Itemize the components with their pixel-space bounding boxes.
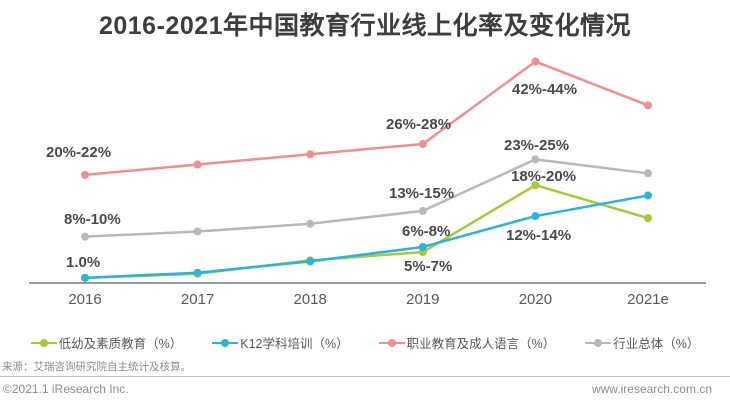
- data-point-industry-overall-2017: [193, 227, 202, 236]
- data-point-industry-overall-2018: [306, 219, 315, 228]
- data-point-k12-subject-training-2020: [531, 212, 540, 221]
- data-point-vocational-adult-language-2021e: [644, 101, 652, 110]
- data-point-label: 1.0%: [66, 254, 101, 271]
- data-point-industry-overall-2019: [418, 206, 427, 215]
- legend-marker-icon: [378, 338, 405, 347]
- legend-item-k12-subject-training: K12学科培训（%）: [212, 333, 349, 352]
- data-point-industry-overall-2020: [531, 155, 540, 164]
- copyright-text: ©2021.1 iResearch Inc.: [3, 382, 129, 396]
- footer-divider: [0, 376, 730, 377]
- data-point-label: 18%-20%: [511, 168, 577, 185]
- data-point-preschool-quality-education-2020: [531, 181, 540, 190]
- data-point-label: 12%-14%: [506, 227, 572, 244]
- legend-item-vocational-adult-language: 职业教育及成人语言（%）: [378, 333, 556, 352]
- x-axis-tick-label: 2020: [518, 291, 553, 308]
- chart-legend: 低幼及素质教育（%） K12学科培训（%） 职业教育及成人语言（%） 行业总体（%）: [0, 333, 730, 352]
- data-point-vocational-adult-language-2019: [418, 139, 427, 148]
- data-point-vocational-adult-language-2017: [193, 160, 202, 169]
- data-point-vocational-adult-language-2018: [306, 150, 315, 159]
- data-point-label: 26%-28%: [386, 116, 452, 133]
- series-line-k12-subject-training: [84, 194, 649, 280]
- series-line-industry-overall: [84, 158, 649, 238]
- data-point-label: 5%-7%: [404, 258, 453, 275]
- footer-bar: ©2021.1 iResearch Inc. www.iresearch.com…: [3, 382, 712, 396]
- x-axis-tick-label: 2016: [68, 291, 102, 308]
- x-axis-tick-label: 2019: [406, 291, 440, 308]
- website-url: www.iresearch.com.cn: [591, 382, 712, 396]
- legend-label: 职业教育及成人语言（%）: [406, 337, 556, 351]
- legend-marker-icon: [585, 338, 612, 347]
- legend-item-industry-overall: 行业总体（%）: [585, 333, 699, 352]
- series-line-vocational-adult-language: [84, 60, 649, 177]
- data-point-k12-subject-training-2018: [306, 257, 315, 266]
- data-point-k12-subject-training-2019: [418, 242, 427, 251]
- data-point-label: 13%-15%: [389, 185, 455, 202]
- data-point-label: 42%-44%: [512, 81, 578, 98]
- legend-item-preschool-quality-education: 低幼及素质教育（%）: [30, 333, 183, 352]
- source-note: 来源：艾瑞咨询研究院自主统计及核算。: [2, 361, 191, 373]
- data-point-vocational-adult-language-2020: [531, 57, 540, 66]
- x-axis-tick-label: 2018: [293, 291, 327, 308]
- chart-plot-canvas: [29, 57, 706, 284]
- data-point-label: 23%-25%: [504, 137, 570, 154]
- data-point-label: 8%-10%: [64, 211, 121, 228]
- data-point-label: 6%-8%: [402, 223, 451, 240]
- line-chart: 20%-22% 8%-10% 1.0% 26%-28% 42%-44% 23%-25% 18…: [29, 57, 706, 308]
- data-point-industry-overall-2016: [81, 232, 89, 241]
- legend-label: 低幼及素质教育（%）: [58, 337, 183, 351]
- data-point-k12-subject-training-2017: [193, 268, 202, 277]
- legend-marker-icon: [212, 338, 239, 347]
- data-point-preschool-quality-education-2021e: [644, 214, 652, 223]
- legend-label: 行业总体（%）: [613, 337, 700, 351]
- data-point-label: 20%-22%: [46, 144, 112, 161]
- chart-title: 2016-2021年中国教育行业线上化率及变化情况: [98, 12, 632, 40]
- data-point-k12-subject-training-2021e: [644, 191, 652, 200]
- data-point-industry-overall-2021e: [644, 169, 652, 178]
- data-point-vocational-adult-language-2016: [81, 170, 89, 179]
- x-axis-tick-label: 2017: [180, 291, 215, 308]
- x-axis-tick-label: 2021e: [627, 291, 669, 308]
- legend-marker-icon: [30, 338, 57, 347]
- data-point-k12-subject-training-2016: [81, 273, 89, 282]
- legend-label: K12学科培训（%）: [240, 337, 349, 351]
